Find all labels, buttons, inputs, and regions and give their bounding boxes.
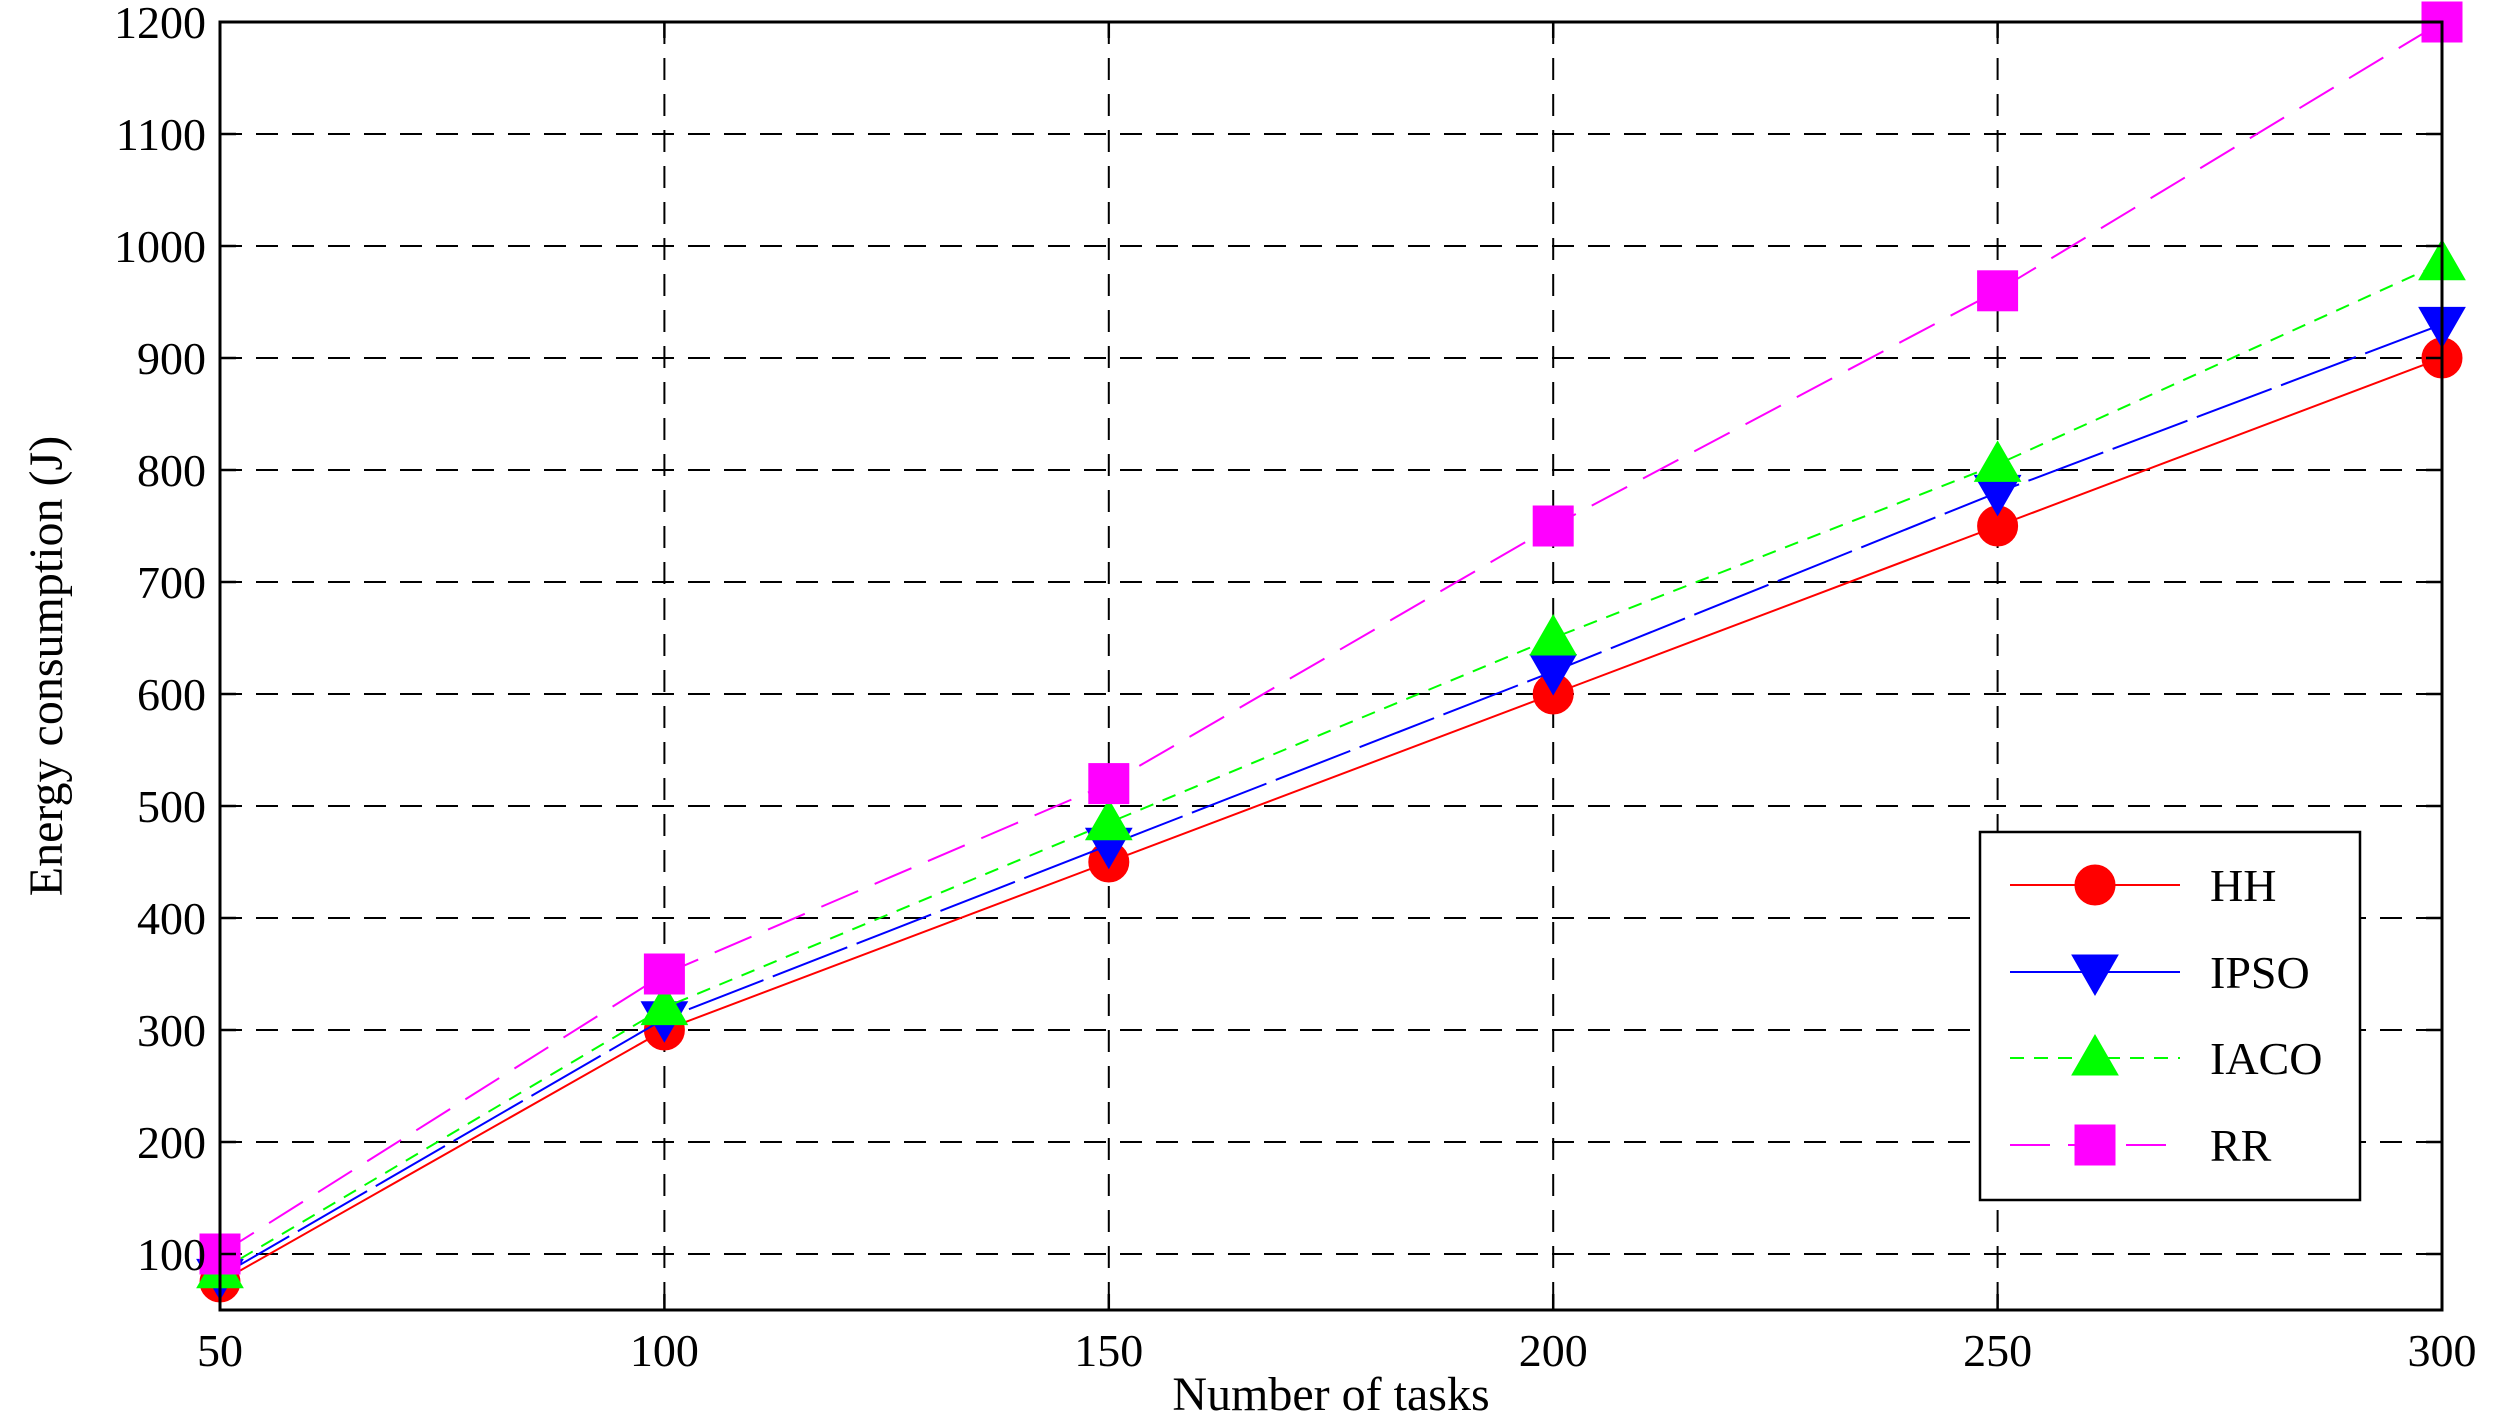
series-layer <box>196 1 2466 1303</box>
legend-label-iaco: IACO <box>2210 1033 2322 1084</box>
data-point-iaco <box>1084 798 1133 841</box>
legend-marker-rr <box>2074 1124 2116 1166</box>
y-tick-label: 500 <box>137 781 206 832</box>
y-tick-label: 300 <box>137 1005 206 1056</box>
legend-label-ipso: IPSO <box>2210 947 2310 998</box>
legend-label-rr: RR <box>2210 1120 2272 1171</box>
y-tick-label: 1200 <box>114 0 206 48</box>
x-tick-label: 250 <box>1963 1325 2032 1376</box>
x-axis-title: Number of tasks <box>1172 1368 1489 1421</box>
y-tick-label: 200 <box>137 1117 206 1168</box>
legend-marker-ipso <box>2071 954 2119 997</box>
x-tick-label: 150 <box>1074 1325 1143 1376</box>
x-tick-label: 50 <box>197 1325 243 1376</box>
data-point-iaco <box>640 983 689 1026</box>
legend-marker-hh <box>2074 864 2116 906</box>
y-axis-title: Energy consumption (J) <box>20 436 73 896</box>
legend-box <box>1978 830 2362 1202</box>
x-tick-label: 100 <box>630 1325 699 1376</box>
series-line-ipso <box>219 323 2443 1278</box>
plot-border <box>218 20 2444 1312</box>
series-line-rr <box>219 21 2443 1255</box>
data-point-rr <box>643 953 685 995</box>
y-tick-label: 1100 <box>116 109 206 160</box>
series-line-hh <box>219 357 2443 1283</box>
data-point-rr <box>1088 763 1130 805</box>
y-tick-label: 900 <box>137 333 206 384</box>
series-iaco <box>196 238 2466 1289</box>
data-point-iaco <box>1973 440 2022 482</box>
legend-marker-iaco <box>2071 1033 2119 1076</box>
y-axis-ticks: 100 200 300 400 500 600 700 800 900 1000 1100 1200 <box>114 0 2442 1280</box>
data-point-iaco <box>1529 613 1578 656</box>
y-tick-label: 800 <box>137 445 206 496</box>
y-tick-label: 1000 <box>114 221 206 272</box>
legend-label-hh: HH <box>2210 860 2276 911</box>
data-point-rr <box>1977 270 2019 312</box>
legend: HH IPSO IACO RR <box>1978 830 2362 1202</box>
y-tick-label: 700 <box>137 557 206 608</box>
y-tick-label: 600 <box>137 669 206 720</box>
data-point-rr <box>1532 505 1574 547</box>
y-tick-label: 400 <box>137 893 206 944</box>
x-axis-ticks: 50 100 150 200 250 300 <box>197 22 2477 1376</box>
x-tick-label: 300 <box>2408 1325 2477 1376</box>
x-tick-label: 200 <box>1519 1325 1588 1376</box>
y-tick-label: 100 <box>137 1229 206 1280</box>
